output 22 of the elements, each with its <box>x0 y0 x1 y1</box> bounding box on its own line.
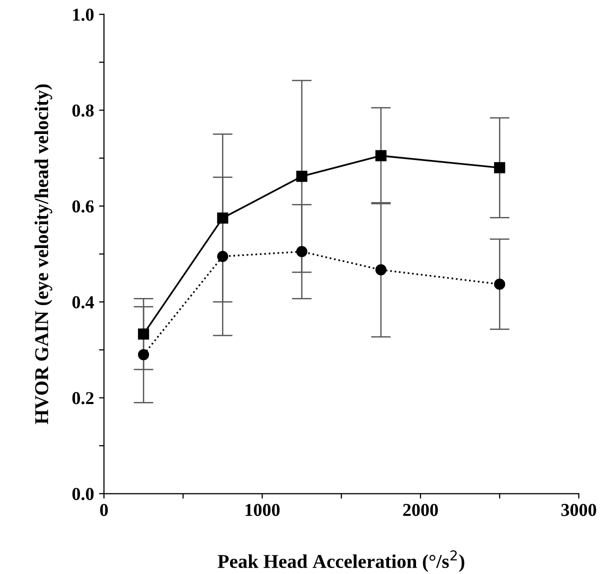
x-axis-title: Peak Head Acceleration (°/s$^{2}$) <box>218 550 464 572</box>
point <box>217 250 228 262</box>
y-tick-label: 0.6 <box>72 200 94 213</box>
point <box>138 328 150 340</box>
y-tick-label: 0.4 <box>72 296 94 308</box>
point <box>494 278 506 290</box>
point <box>375 264 386 276</box>
x-tick-label: 1000 <box>246 504 280 516</box>
point <box>217 212 228 224</box>
x-tick-label: 0 <box>100 504 108 516</box>
point <box>494 162 506 174</box>
y-axis-title: HVOR GAIN (eye velocity/head velocity) <box>34 84 52 424</box>
point <box>296 170 308 182</box>
x-tick-label: 3000 <box>561 504 596 516</box>
point <box>138 349 150 360</box>
point <box>375 150 386 162</box>
y-tick-label: 0.8 <box>72 104 94 117</box>
y-tick-label: 0.2 <box>72 392 94 404</box>
x-tick-label: 2000 <box>403 504 438 516</box>
point <box>296 246 308 258</box>
y-tick-label: 1.0 <box>73 8 94 21</box>
y-tick-label: 0.0 <box>72 488 94 500</box>
